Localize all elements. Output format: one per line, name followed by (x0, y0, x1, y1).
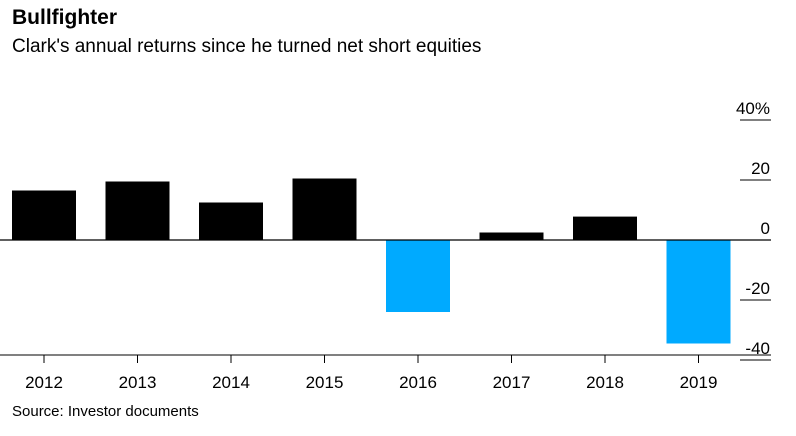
x-tick-label: 2015 (306, 373, 344, 392)
y-tick-label: -40 (745, 339, 770, 358)
chart-subtitle: Clark's annual returns since he turned n… (12, 36, 482, 57)
bar-2019 (666, 240, 731, 344)
y-tick-label: 0 (761, 219, 770, 238)
bar-2013 (105, 181, 170, 240)
bar-2015 (292, 178, 357, 240)
x-tick-label: 2017 (493, 373, 531, 392)
x-tick-label: 2012 (25, 373, 63, 392)
bar-2012 (12, 190, 76, 240)
chart-source: Source: Investor documents (12, 403, 199, 420)
x-tick-label: 2013 (119, 373, 157, 392)
y-tick-label: 40% (736, 99, 770, 118)
bar-2017 (479, 232, 544, 240)
x-tick-label: 2019 (680, 373, 718, 392)
bar-2014 (199, 202, 263, 240)
y-tick-label: -20 (745, 279, 770, 298)
bar-2018 (573, 216, 637, 240)
chart-title: Bullfighter (12, 6, 117, 29)
y-tick-label: 20 (751, 159, 770, 178)
x-tick-label: 2018 (586, 373, 624, 392)
x-tick-label: 2016 (399, 373, 437, 392)
x-tick-label: 2014 (212, 373, 250, 392)
bar-2016 (386, 240, 450, 312)
